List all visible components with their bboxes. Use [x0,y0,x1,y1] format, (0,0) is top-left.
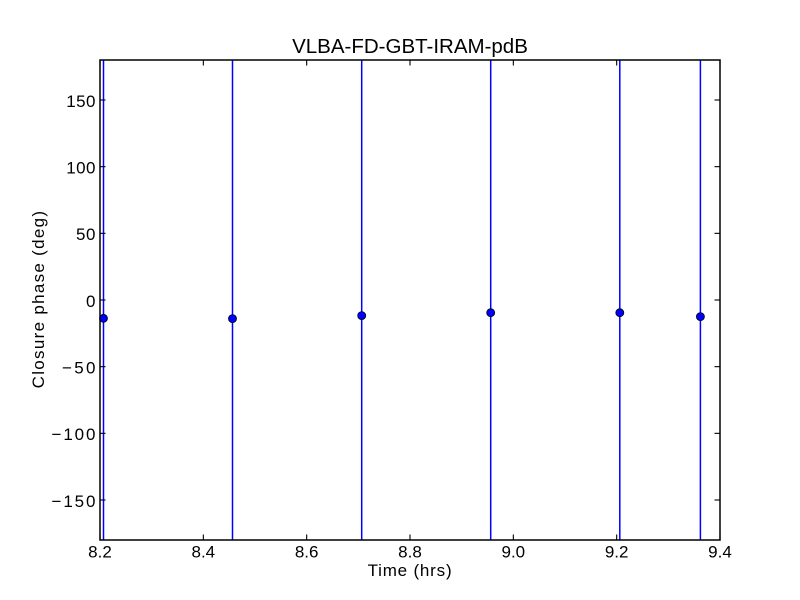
svg-text:8.8: 8.8 [398,543,422,562]
svg-text:Time (hrs): Time (hrs) [368,561,453,580]
svg-text:9.4: 9.4 [708,543,732,562]
svg-text:8.2: 8.2 [88,543,112,562]
svg-text:50: 50 [76,225,96,244]
svg-text:100: 100 [66,158,95,177]
svg-text:−50: −50 [62,358,96,377]
svg-text:9.2: 9.2 [605,543,629,562]
svg-text:150: 150 [66,92,95,111]
svg-text:9.0: 9.0 [502,543,526,562]
svg-text:0: 0 [86,292,95,311]
svg-text:8.6: 8.6 [295,543,319,562]
svg-text:8.4: 8.4 [192,543,216,562]
svg-text:Closure phase (deg): Closure phase (deg) [29,210,48,389]
svg-text:VLBA-FD-GBT-IRAM-pdB: VLBA-FD-GBT-IRAM-pdB [292,35,528,58]
